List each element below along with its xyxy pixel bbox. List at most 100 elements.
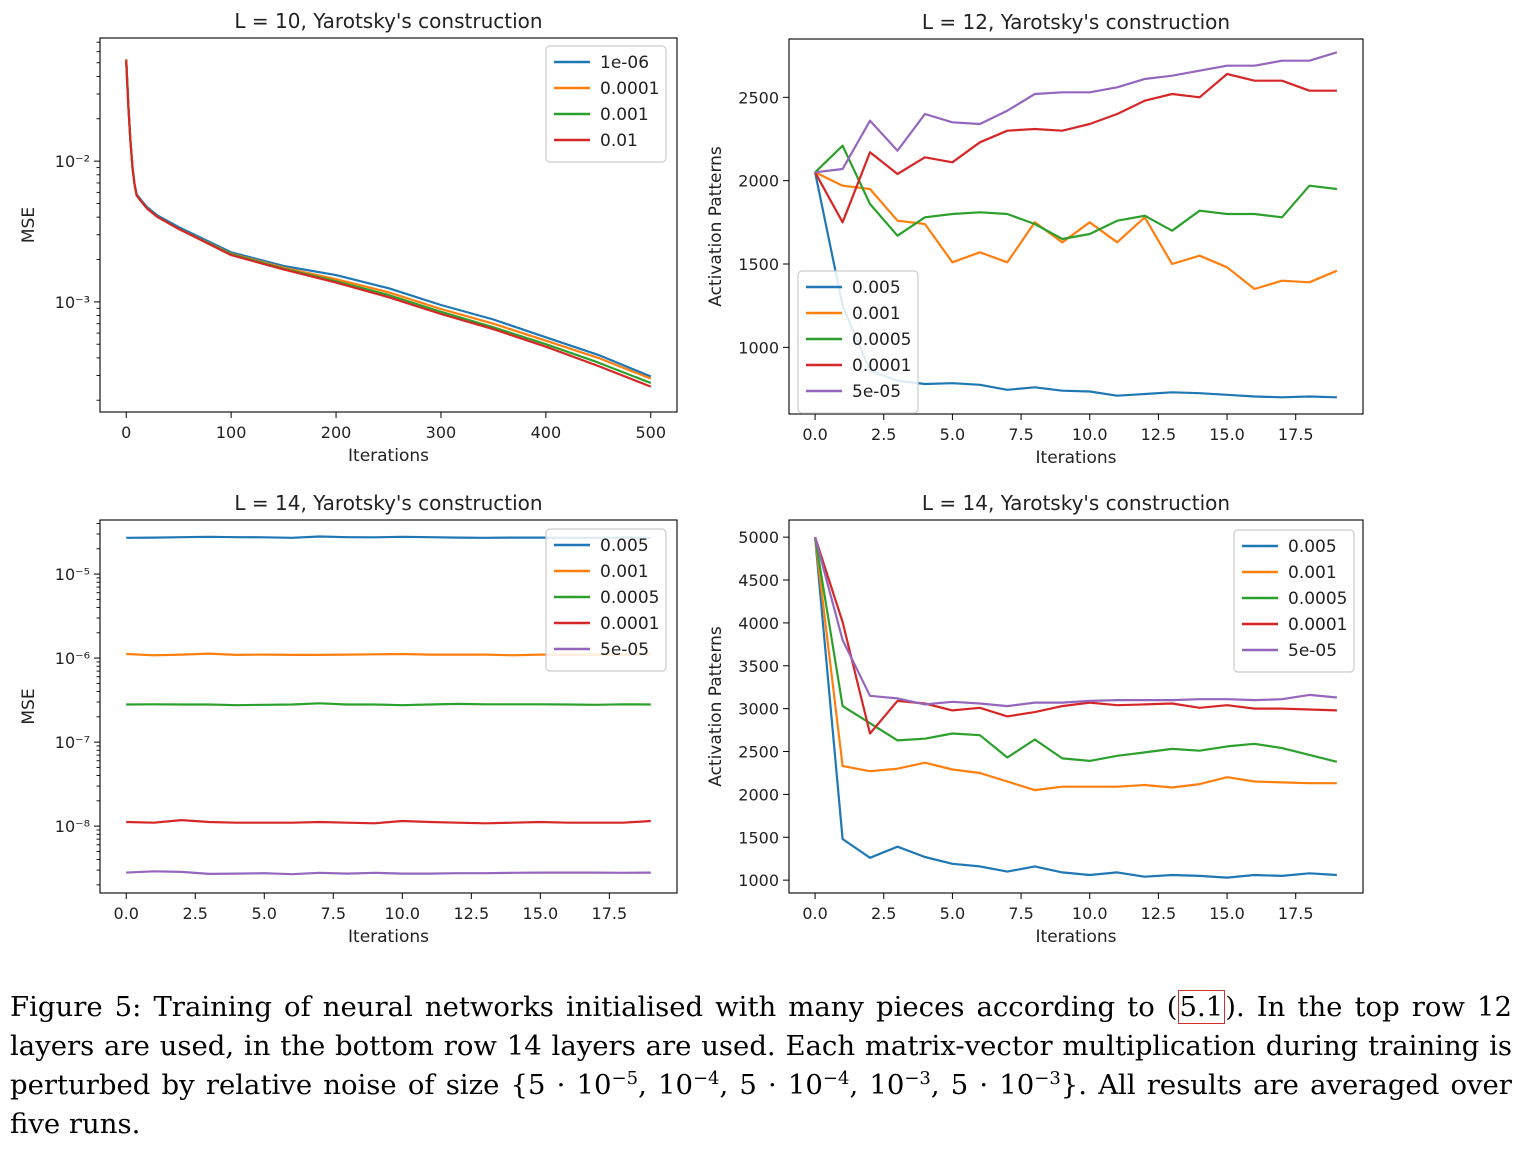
y-tick-label: 10⁻⁸ (55, 817, 90, 836)
y-tick-label: 4500 (738, 571, 779, 590)
caption-text-b: ). In the top row 12 layers are used, in… (10, 991, 1513, 1101)
legend-entry: 0.001 (600, 562, 649, 582)
x-tick-label: 15.0 (1209, 904, 1245, 923)
plot-frame (788, 519, 1364, 894)
legend-entry: 0.005 (852, 278, 901, 298)
x-axis-label: Iterations (1036, 448, 1117, 468)
series-line-5 (814, 536, 1338, 708)
y-tick-label: 10⁻⁷ (55, 733, 90, 752)
x-tick-label: 2.5 (183, 904, 208, 923)
legend (797, 270, 919, 414)
legend-entry: 0.0005 (852, 330, 911, 350)
x-tick-label: 17.5 (592, 904, 628, 923)
y-tick-label: 10⁻² (55, 152, 90, 171)
legend-entry: 0.0001 (600, 614, 659, 634)
caption-label: Figure 5: (10, 991, 142, 1023)
y-tick-label: 1000 (738, 338, 779, 357)
series-line-3 (814, 536, 1338, 763)
legend-entry: 5e-05 (600, 640, 649, 660)
legend-entry: 0.0005 (1288, 589, 1347, 609)
x-tick-label: 7.5 (1008, 904, 1033, 923)
x-tick-label: 15.0 (1209, 425, 1245, 444)
legend-entry: 0.0001 (1288, 615, 1347, 635)
y-tick-label: 1500 (738, 828, 779, 847)
series-line-3 (126, 702, 651, 707)
x-tick-label: 5.0 (940, 425, 965, 444)
legend (1233, 529, 1355, 673)
legend-entry: 0.001 (1288, 563, 1337, 583)
series-line-4 (126, 818, 651, 825)
x-axis-label: Iterations (348, 927, 429, 947)
legend-entry: 5e-05 (1288, 641, 1337, 661)
panel-bottom-right: L = 14, Yarotsky's construction 0.0 2.5 5.0… (706, 491, 1364, 947)
x-tick-label: 100 (216, 423, 247, 442)
plot-frame (99, 519, 678, 894)
legend-entry: 0.0001 (852, 356, 911, 376)
y-tick-label: 3000 (738, 700, 779, 719)
plot-frame (99, 37, 678, 413)
series-line-4 (814, 72, 1337, 224)
y-tick-label: 10⁻⁵ (55, 565, 90, 584)
figure-caption: Figure 5: Training of neural networks in… (10, 988, 1512, 1144)
x-tick-label: 200 (321, 423, 352, 442)
legend-entry: 5e-05 (852, 382, 901, 402)
series-line-4 (814, 536, 1337, 735)
x-tick-label: 12.5 (1141, 425, 1177, 444)
chart-title: L = 12, Yarotsky's construction (922, 10, 1230, 34)
y-axis-label: Activation Patterns (706, 146, 726, 307)
x-tick-label: 17.5 (1278, 904, 1314, 923)
legend-entry: 0.001 (852, 304, 901, 324)
legend (545, 45, 667, 163)
x-tick-label: 12.5 (454, 904, 490, 923)
series-line-5 (814, 51, 1338, 174)
legend-entry: 0.005 (600, 536, 649, 556)
legend-entry: 1e-06 (600, 53, 649, 73)
x-tick-label: 5.0 (940, 904, 965, 923)
x-tick-label: 7.5 (1008, 425, 1033, 444)
y-axis-label: Activation Patterns (706, 626, 726, 787)
panel-top-right: L = 12, Yarotsky's construction 0.0 2.5 5.0… (706, 10, 1364, 468)
equation-reference-link[interactable]: 5.1 (1177, 990, 1226, 1024)
x-tick-label: 0.0 (802, 425, 827, 444)
x-tick-label: 0 (121, 423, 131, 442)
x-tick-label: 10.0 (384, 904, 420, 923)
x-tick-label: 10.0 (1072, 425, 1108, 444)
chart-title: L = 10, Yarotsky's construction (234, 9, 542, 33)
y-axis-label: MSE (19, 688, 39, 724)
y-tick-label: 1000 (738, 871, 779, 890)
y-tick-label: 1500 (738, 255, 779, 274)
y-tick-label: 3500 (738, 657, 779, 676)
caption-text-a: Training of neural networks initialised … (153, 991, 1178, 1023)
x-axis-label: Iterations (348, 446, 429, 466)
legend-entry: 0.01 (600, 131, 638, 151)
figure-4-panels: L = 10, Yarotsky's construction 0 100 200 30… (19, 9, 1364, 947)
noise-set: {5 · 10−5, 10−4, 5 · 10−4, 10−3, 5 · 10−… (510, 1067, 1088, 1101)
chart-title: L = 14, Yarotsky's construction (922, 491, 1230, 515)
x-tick-label: 2.5 (871, 904, 896, 923)
x-tick-label: 0.0 (802, 904, 827, 923)
y-tick-label: 2500 (738, 88, 779, 107)
series-line-3 (814, 144, 1338, 241)
y-axis-label: MSE (19, 207, 39, 243)
x-tick-label: 0.0 (114, 904, 139, 923)
series-line-5 (126, 870, 651, 876)
series-line-1 (814, 537, 1337, 879)
series-line-2 (814, 171, 1338, 291)
x-tick-label: 500 (635, 423, 666, 442)
y-tick-label: 2000 (738, 785, 779, 804)
legend (545, 528, 667, 672)
plot-frame (788, 38, 1364, 415)
panel-bottom-left: L = 14, Yarotsky's construction 0.0 2.5 5.0… (19, 491, 678, 947)
x-tick-label: 300 (426, 423, 457, 442)
x-tick-label: 7.5 (321, 904, 346, 923)
legend-entry: 0.005 (1288, 537, 1337, 557)
y-tick-label: 10⁻⁶ (55, 649, 90, 668)
x-tick-label: 2.5 (871, 425, 896, 444)
x-tick-label: 15.0 (523, 904, 559, 923)
y-tick-label: 4000 (738, 614, 779, 633)
x-tick-label: 5.0 (252, 904, 277, 923)
legend-entry: 0.001 (600, 105, 649, 125)
series-line-2 (814, 536, 1337, 792)
y-tick-label: 2000 (738, 172, 779, 191)
series-line-4 (125, 60, 652, 388)
